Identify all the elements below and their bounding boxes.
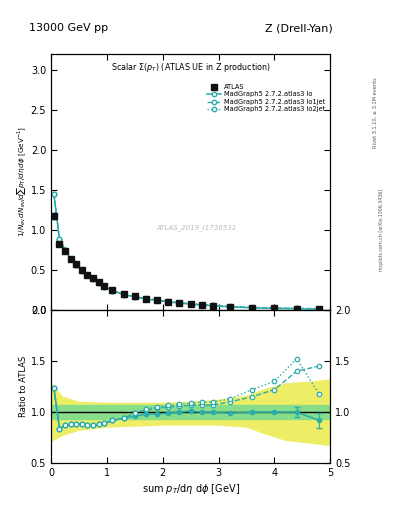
Y-axis label: Ratio to ATLAS: Ratio to ATLAS [19,356,28,417]
Y-axis label: $1/N_{ev}\,dN_{ev}/d\!\sum p_T/d\eta\,d\phi\;[\mathrm{GeV}^{-1}]$: $1/N_{ev}\,dN_{ev}/d\!\sum p_T/d\eta\,d\… [15,126,28,237]
X-axis label: sum $p_T$/d$\eta$ d$\phi$ [GeV]: sum $p_T$/d$\eta$ d$\phi$ [GeV] [141,482,240,497]
Text: ATLAS_2019_I1736531: ATLAS_2019_I1736531 [156,224,236,231]
Text: Rivet 3.1.10, ≥ 3.1M events: Rivet 3.1.10, ≥ 3.1M events [373,77,378,148]
Text: Scalar $\Sigma(p_T)$ (ATLAS UE in Z production): Scalar $\Sigma(p_T)$ (ATLAS UE in Z prod… [111,61,270,74]
Legend: ATLAS, MadGraph5 2.7.2.atlas3 lo, MadGraph5 2.7.2.atlas3 lo1jet, MadGraph5 2.7.2: ATLAS, MadGraph5 2.7.2.atlas3 lo, MadGra… [206,83,327,114]
Text: 13000 GeV pp: 13000 GeV pp [29,23,108,33]
Text: mcplots.cern.ch [arXiv:1306.3436]: mcplots.cern.ch [arXiv:1306.3436] [379,189,384,271]
Text: Z (Drell-Yan): Z (Drell-Yan) [265,23,332,33]
